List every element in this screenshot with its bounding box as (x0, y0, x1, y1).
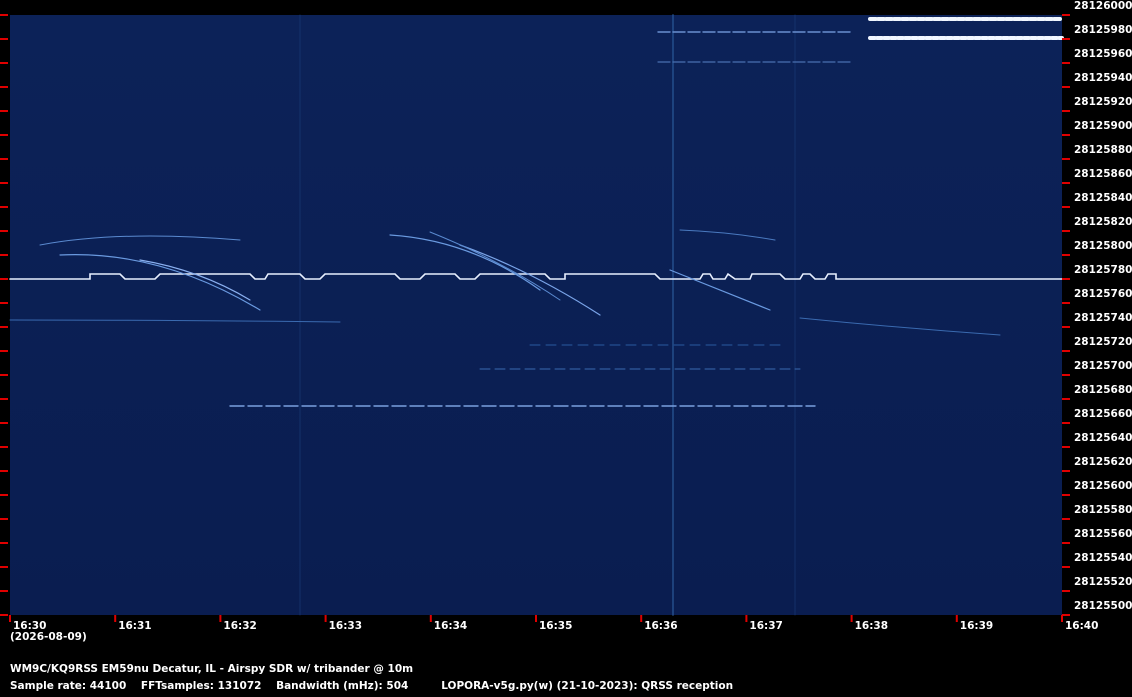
y-tick-label: 28125980 (1074, 24, 1132, 36)
x-tick-label: 16:40 (1065, 620, 1098, 632)
y-tick-label: 28125580 (1074, 504, 1132, 516)
x-tick-label: 16:38 (855, 620, 888, 632)
y-tick-label: 28125800 (1074, 240, 1132, 252)
y-tick-label: 28125540 (1074, 552, 1132, 564)
y-tick-label: 28125820 (1074, 216, 1132, 228)
y-tick-label: 28125700 (1074, 360, 1132, 372)
x-tick-label: 16:32 (223, 620, 256, 632)
y-tick-label: 28126000 (1074, 0, 1132, 12)
y-tick-label: 28125880 (1074, 144, 1132, 156)
y-tick-label: 28125500 (1074, 600, 1132, 612)
y-tick-label: 28125780 (1074, 264, 1132, 276)
y-tick-label: 28125740 (1074, 312, 1132, 324)
y-tick-label: 28125720 (1074, 336, 1132, 348)
y-tick-label: 28125960 (1074, 48, 1132, 60)
y-tick-label: 28125920 (1074, 96, 1132, 108)
y-tick-label: 28125620 (1074, 456, 1132, 468)
x-tick-label: 16:31 (118, 620, 151, 632)
y-tick-label: 28125680 (1074, 384, 1132, 396)
station-info: WM9C/KQ9RSS EM59nu Decatur, IL - Airspy … (10, 663, 413, 675)
y-tick-label: 28125660 (1074, 408, 1132, 420)
x-tick-label: 16:33 (329, 620, 362, 632)
y-tick-label: 28125600 (1074, 480, 1132, 492)
x-tick-label: 16:36 (644, 620, 677, 632)
y-tick-label: 28125860 (1074, 168, 1132, 180)
y-tick-label: 28125640 (1074, 432, 1132, 444)
y-tick-label: 28125560 (1074, 528, 1132, 540)
y-tick-label: 28125520 (1074, 576, 1132, 588)
x-tick-label: 16:35 (539, 620, 572, 632)
x-tick-label: 16:34 (434, 620, 467, 632)
x-tick-label: 16:39 (960, 620, 993, 632)
spectrogram-area (10, 15, 1062, 615)
y-tick-label: 28125940 (1074, 72, 1132, 84)
date-label: (2026-08-09) (10, 631, 87, 643)
settings-info: Sample rate: 44100 FFTsamples: 131072 Ba… (10, 680, 733, 692)
y-tick-label: 28125760 (1074, 288, 1132, 300)
y-tick-label: 28125840 (1074, 192, 1132, 204)
x-tick-label: 16:37 (749, 620, 782, 632)
x-tick-label: 16:30 (13, 620, 46, 632)
y-tick-label: 28125900 (1074, 120, 1132, 132)
signal-traces (9, 14, 1064, 616)
